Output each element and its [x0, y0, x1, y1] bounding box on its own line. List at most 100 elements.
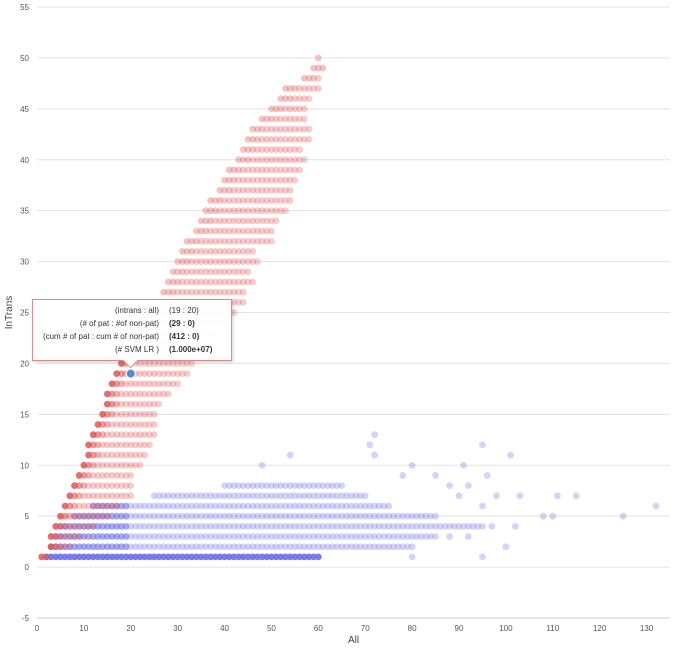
data-point-blue — [319, 533, 327, 540]
data-point-red — [146, 431, 153, 439]
data-point-blue — [258, 543, 266, 551]
data-point-blue — [263, 482, 271, 490]
data-point-blue — [375, 543, 383, 551]
data-point-blue — [404, 522, 411, 530]
data-point-blue — [155, 543, 163, 551]
data-point-red — [193, 278, 200, 286]
data-point-red — [253, 207, 261, 215]
data-point-blue — [291, 492, 299, 500]
data-point-blue — [268, 502, 275, 510]
data-point-red — [291, 166, 299, 174]
data-point-blue — [361, 502, 369, 510]
data-point-blue — [169, 502, 177, 510]
data-point-red — [85, 482, 92, 490]
data-point-blue — [230, 543, 238, 551]
data-point-red — [47, 533, 55, 540]
data-point-red — [183, 258, 191, 265]
data-point-blue — [324, 502, 332, 510]
data-point-blue — [239, 533, 247, 540]
data-point-red — [99, 512, 107, 520]
data-point-blue — [193, 502, 200, 510]
data-point-red — [108, 461, 116, 469]
data-point-red — [169, 268, 177, 276]
tooltip-label: (intrans : all) — [114, 306, 159, 315]
data-point-blue — [94, 502, 102, 510]
data-point-blue — [268, 533, 275, 540]
data-point-blue — [89, 502, 97, 510]
data-point-blue — [164, 492, 172, 500]
data-point-blue — [80, 533, 88, 540]
data-point-red — [263, 197, 271, 204]
tooltip-row: (cum # of pat : cum # of non-pat) (412 :… — [39, 330, 225, 343]
data-point-blue — [160, 533, 168, 540]
data-point-blue — [375, 533, 383, 540]
data-point-blue — [160, 553, 168, 561]
data-point-red — [118, 482, 125, 490]
data-point-red — [122, 451, 130, 459]
data-point-blue — [71, 543, 78, 551]
data-point-red — [244, 197, 252, 204]
data-point-red — [277, 115, 285, 123]
data-point-blue — [122, 533, 130, 540]
data-point-red — [230, 288, 238, 296]
data-point-red — [268, 237, 275, 245]
data-point-blue — [207, 533, 214, 540]
data-point-blue — [202, 502, 210, 510]
data-point-red — [239, 166, 247, 174]
data-point-blue — [150, 533, 158, 540]
data-point-red — [258, 217, 266, 225]
data-point-red — [108, 502, 116, 510]
data-point-blue — [127, 553, 135, 561]
x-tick-label: 70 — [361, 624, 370, 633]
data-point-red — [188, 248, 196, 255]
data-point-blue — [150, 543, 158, 551]
data-point-red — [85, 502, 92, 510]
data-point-red — [113, 370, 121, 377]
data-point-red — [216, 197, 224, 204]
data-point-blue — [249, 502, 257, 510]
data-point-red — [268, 197, 275, 204]
data-point-red — [249, 258, 257, 265]
data-point-blue — [244, 482, 252, 490]
data-point-blue — [136, 553, 144, 561]
data-point-blue — [343, 543, 350, 551]
data-point-red — [268, 105, 275, 113]
data-point-red — [85, 522, 92, 530]
data-point-red — [66, 512, 74, 520]
data-point-blue — [305, 522, 313, 530]
data-point-blue — [183, 492, 191, 500]
data-point-red — [244, 207, 252, 215]
data-point-red — [296, 85, 303, 92]
data-point-red — [272, 115, 280, 123]
data-point-blue — [103, 553, 111, 561]
data-point-red — [122, 421, 130, 428]
data-point-red — [310, 64, 318, 72]
data-point-red — [235, 217, 243, 225]
data-point-blue — [47, 553, 55, 561]
data-point-red — [258, 227, 266, 235]
data-point-blue — [324, 482, 332, 490]
data-point-red — [94, 502, 102, 510]
data-point-red — [221, 197, 228, 204]
data-point-red — [277, 166, 285, 174]
tooltip-value: (1.000e+07) — [169, 345, 213, 354]
data-point-red — [132, 390, 139, 398]
data-point-blue — [188, 512, 196, 520]
data-point-red — [272, 125, 280, 133]
x-tick-label: 110 — [546, 624, 559, 633]
data-point-red — [160, 380, 168, 388]
data-point-blue — [178, 502, 186, 510]
data-point-red — [108, 451, 116, 459]
y-tick-label: 20 — [20, 359, 29, 368]
data-point-blue — [300, 543, 308, 551]
data-point-blue — [235, 492, 243, 500]
data-point-blue — [155, 492, 163, 500]
data-point-red — [282, 176, 289, 184]
data-point-red — [108, 380, 116, 388]
data-point-red — [282, 207, 289, 215]
data-point-red — [75, 482, 83, 490]
data-point-blue — [169, 543, 177, 551]
x-tick-label: 20 — [126, 624, 135, 633]
data-point-blue — [652, 502, 660, 510]
data-point-red — [80, 522, 88, 530]
